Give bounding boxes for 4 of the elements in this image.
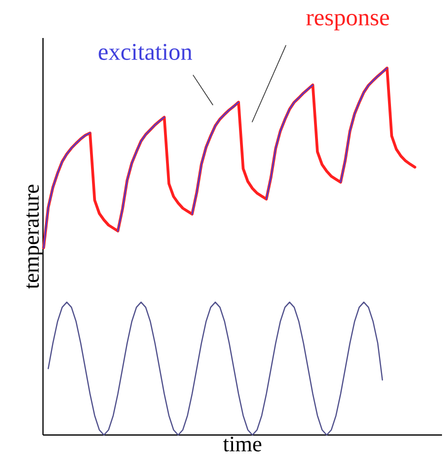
- text: excitation: [98, 44, 192, 60]
- y-axis-title: temperature: [26, 184, 44, 289]
- series-label: response: [306, 14, 389, 30]
- x-axis-title: time: [223, 436, 262, 452]
